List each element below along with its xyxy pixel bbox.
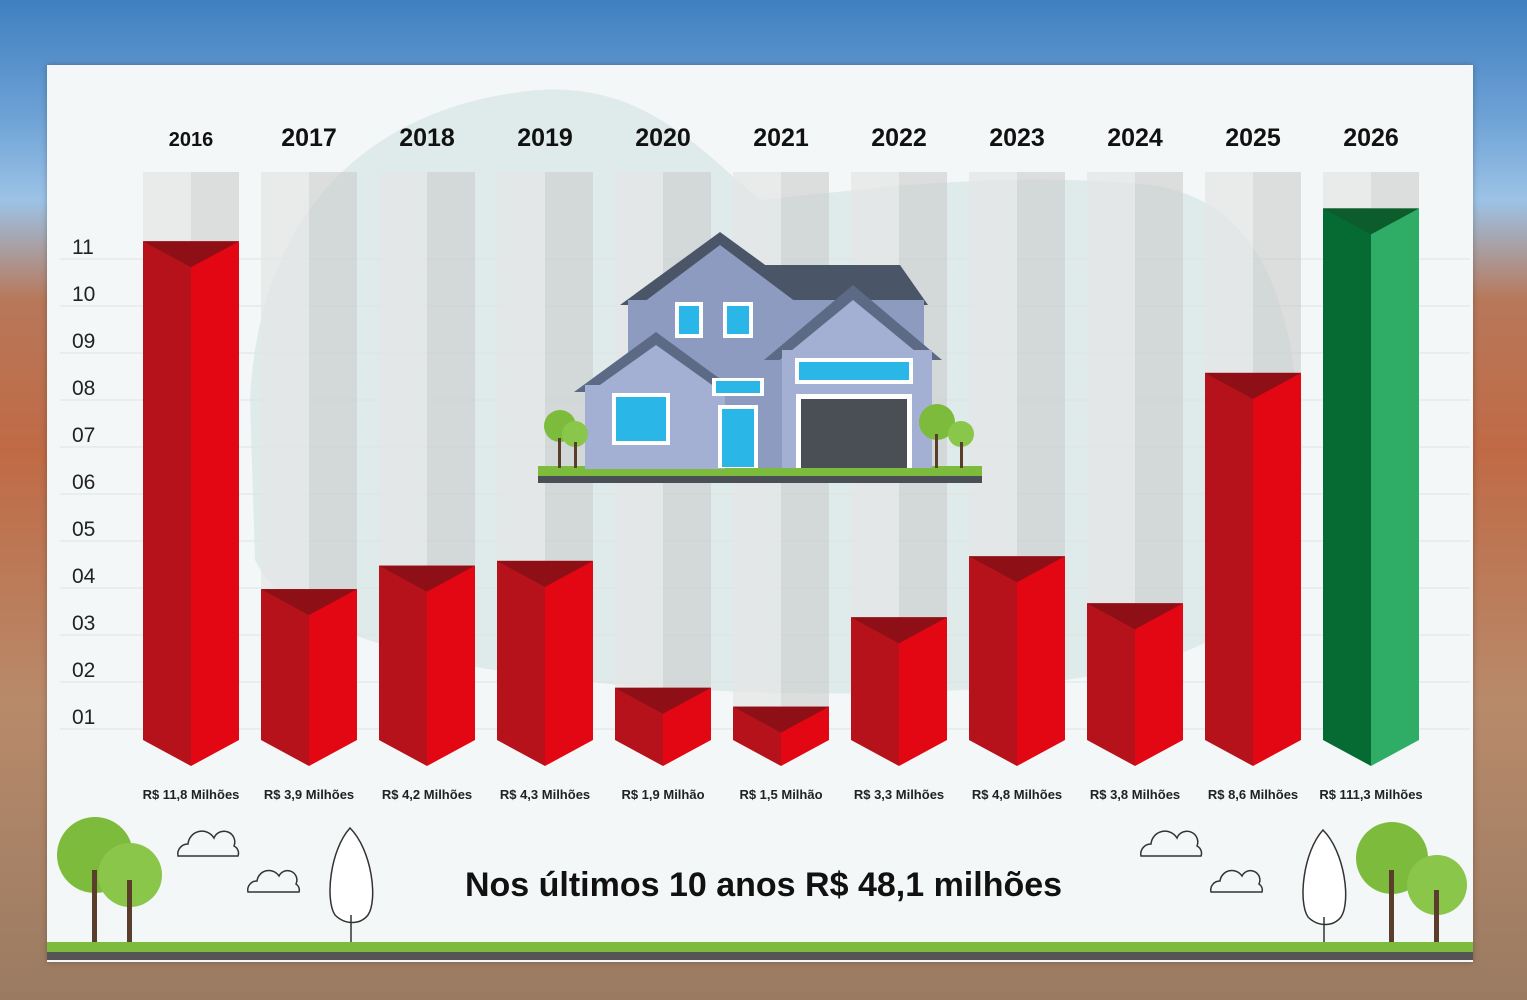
y-tick-label: 11 — [72, 236, 94, 259]
cloud-icon — [177, 830, 1264, 893]
y-tick-label: 05 — [72, 518, 95, 541]
category-label: 2022 — [871, 124, 927, 152]
category-label: 2024 — [1107, 124, 1163, 152]
data-label: R$ 1,9 Milhão — [621, 787, 704, 802]
bar — [545, 560, 593, 766]
tree-icon — [1356, 822, 1467, 948]
bar — [143, 241, 191, 767]
data-label: R$ 1,5 Milhão — [739, 787, 822, 802]
summary-text: Nos últimos 10 anos R$ 48,1 milhões — [464, 866, 1063, 904]
category-label: 2017 — [281, 124, 337, 152]
bar-top — [497, 560, 593, 587]
bar-top — [1087, 603, 1183, 630]
bar — [497, 560, 545, 766]
bar — [1323, 208, 1371, 766]
y-tick-label: 01 — [72, 706, 95, 729]
ground-grass — [47, 942, 1473, 952]
bar — [1253, 372, 1301, 766]
bar-top — [851, 617, 947, 644]
data-label: R$ 4,8 Milhões — [972, 787, 1062, 802]
y-tick-label: 07 — [72, 424, 95, 447]
bar — [1135, 603, 1183, 766]
bar-top — [1323, 208, 1419, 235]
bar-top — [733, 706, 829, 733]
data-label: R$ 11,8 Milhões — [143, 787, 240, 802]
y-tick-label: 02 — [72, 659, 95, 682]
data-label: R$ 4,3 Milhões — [500, 787, 590, 802]
data-label: R$ 111,3 Milhões — [1319, 787, 1422, 802]
bar — [427, 565, 475, 766]
data-label: R$ 3,8 Milhões — [1090, 787, 1180, 802]
category-label: 2023 — [989, 124, 1045, 152]
bar — [309, 589, 357, 766]
y-tick-label: 03 — [72, 612, 95, 635]
data-label: R$ 3,3 Milhões — [854, 787, 944, 802]
bar — [1371, 208, 1419, 766]
category-label: 2021 — [753, 124, 809, 152]
bar — [379, 565, 427, 766]
bar — [1087, 603, 1135, 766]
bar-top — [1205, 372, 1301, 399]
ground-line — [47, 952, 1473, 960]
data-label: R$ 4,2 Milhões — [382, 787, 472, 802]
bar — [191, 241, 239, 767]
bar — [851, 617, 899, 766]
bar-top — [261, 589, 357, 616]
y-tick-label: 06 — [72, 471, 95, 494]
bar — [969, 556, 1017, 766]
y-tick-label: 08 — [72, 377, 95, 400]
y-tick-label: 04 — [72, 565, 96, 588]
bar-top — [379, 565, 475, 592]
bar-top — [143, 241, 239, 268]
category-label: 2018 — [399, 124, 455, 152]
category-label: 2025 — [1225, 124, 1281, 152]
poplar-tree-icon — [329, 826, 1347, 943]
data-label: R$ 3,9 Milhões — [264, 787, 354, 802]
category-label: 2019 — [517, 124, 573, 152]
house-icon — [538, 232, 982, 483]
category-label: 2020 — [635, 124, 691, 152]
y-tick-label: 10 — [72, 283, 95, 306]
bar — [663, 687, 711, 766]
bar-top — [969, 556, 1065, 583]
bar-top — [615, 687, 711, 714]
category-label: 2026 — [1343, 124, 1399, 152]
tree-icon — [57, 817, 162, 945]
bar — [1205, 372, 1253, 766]
bar — [1017, 556, 1065, 766]
data-label: R$ 8,6 Milhões — [1208, 787, 1298, 802]
y-tick-label: 09 — [72, 330, 95, 353]
bar — [615, 687, 663, 766]
category-label: 2016 — [169, 129, 214, 151]
bar — [261, 589, 309, 766]
bar — [899, 617, 947, 766]
